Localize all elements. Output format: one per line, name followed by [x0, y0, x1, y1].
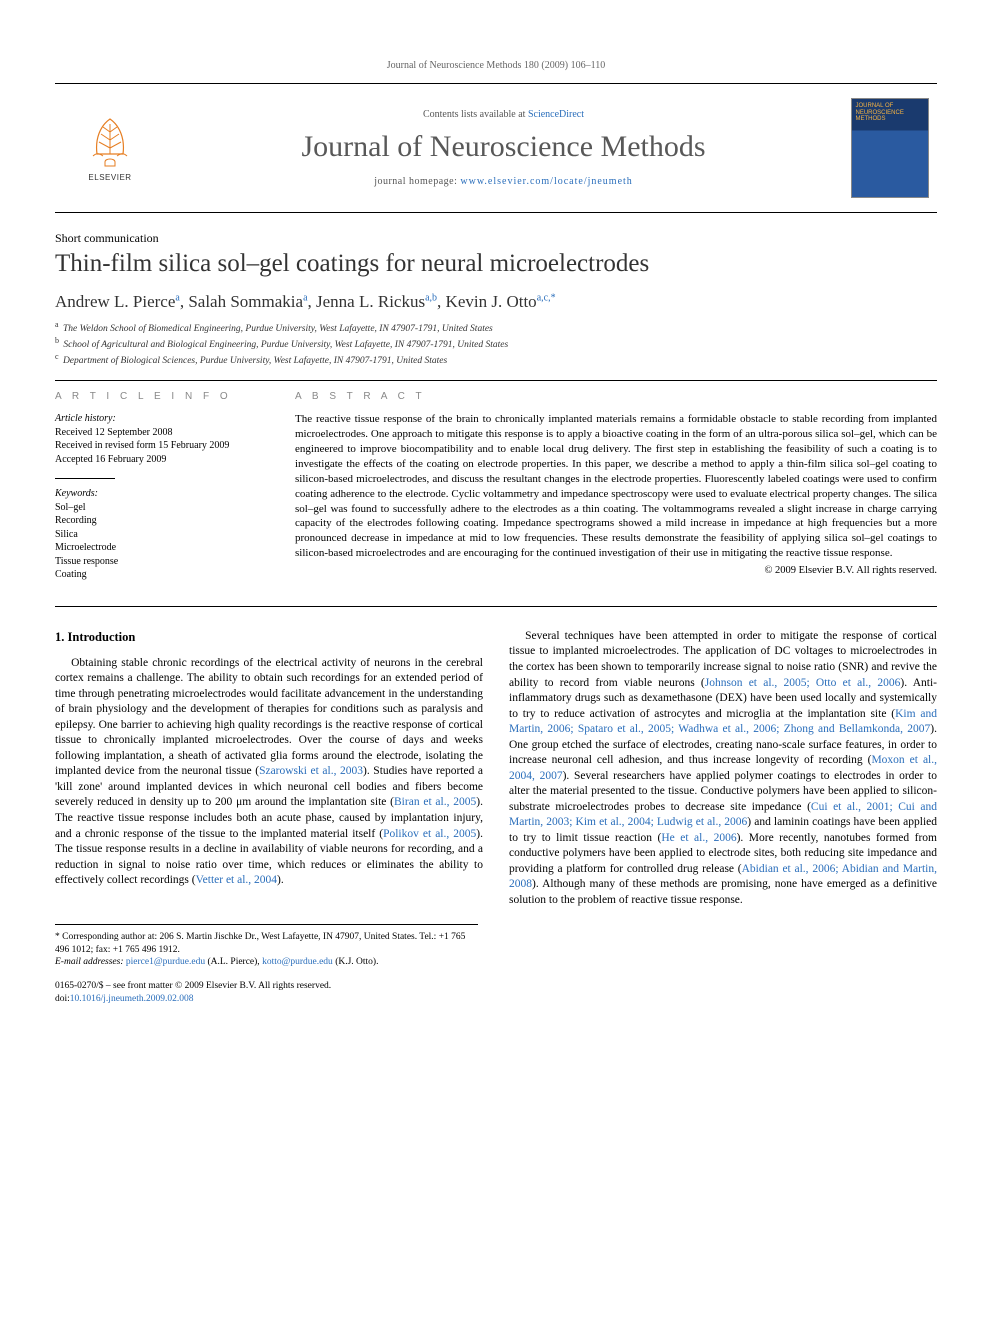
- homepage-line: journal homepage: www.elsevier.com/locat…: [374, 176, 633, 187]
- body-text: 1. Introduction Obtaining stable chronic…: [55, 629, 937, 908]
- sciencedirect-link[interactable]: ScienceDirect: [528, 109, 584, 120]
- keyword: Tissue response: [55, 555, 265, 569]
- keyword: Microelectrode: [55, 541, 265, 555]
- article-history: Article history: Received 12 September 2…: [55, 412, 265, 466]
- rule-below-abstract: [55, 606, 937, 607]
- corresponding-author: * Corresponding author at: 206 S. Martin…: [55, 931, 478, 956]
- journal-header: ELSEVIER Contents lists available at Sci…: [55, 83, 937, 213]
- cite-polikov[interactable]: Polikov et al., 2005: [383, 828, 476, 840]
- publisher-cell: ELSEVIER: [55, 84, 165, 212]
- keyword: Coating: [55, 568, 265, 582]
- cite-he[interactable]: He et al., 2006: [661, 832, 736, 844]
- article-title: Thin-film silica sol–gel coatings for ne…: [55, 250, 937, 278]
- keywords-label: Keywords:: [55, 487, 265, 501]
- contents-prefix: Contents lists available at: [423, 109, 528, 120]
- email-pierce[interactable]: pierce1@purdue.edu: [126, 957, 205, 967]
- abstract-col: A B S T R A C T The reactive tissue resp…: [295, 391, 937, 594]
- footnote-block: * Corresponding author at: 206 S. Martin…: [55, 924, 478, 968]
- keywords-rule: [55, 478, 115, 479]
- cite-vetter[interactable]: Vetter et al., 2004: [196, 874, 277, 886]
- cover-thumb: JOURNAL OF NEUROSCIENCE METHODS: [851, 98, 929, 198]
- abstract-head: A B S T R A C T: [295, 391, 937, 402]
- keyword: Silica: [55, 528, 265, 542]
- abstract-text: The reactive tissue response of the brai…: [295, 412, 937, 560]
- history-accepted: Accepted 16 February 2009: [55, 453, 265, 467]
- journal-name: Journal of Neuroscience Methods: [301, 130, 705, 164]
- contents-line: Contents lists available at ScienceDirec…: [423, 109, 584, 120]
- rule-above-abstract: [55, 380, 937, 381]
- email-otto[interactable]: kotto@purdue.edu: [262, 957, 333, 967]
- affiliation: b School of Agricultural and Biological …: [55, 336, 937, 350]
- affiliation: a The Weldon School of Biomedical Engine…: [55, 320, 937, 334]
- keyword: Sol–gel: [55, 501, 265, 515]
- keyword: Recording: [55, 514, 265, 528]
- cite-johnson-otto[interactable]: Johnson et al., 2005; Otto et al., 2006: [705, 677, 901, 689]
- keywords-block: Keywords: Sol–gelRecordingSilicaMicroele…: [55, 487, 265, 582]
- doi-line: doi:10.1016/j.jneumeth.2009.02.008: [55, 993, 937, 1005]
- email-addresses: E-mail addresses: pierce1@purdue.edu (A.…: [55, 956, 478, 968]
- cite-szarowski[interactable]: Szarowski et al., 2003: [259, 765, 363, 777]
- article-info-head: A R T I C L E I N F O: [55, 391, 265, 402]
- cover-cell: JOURNAL OF NEUROSCIENCE METHODS: [842, 84, 937, 212]
- publisher-name: ELSEVIER: [88, 173, 131, 182]
- history-revised: Received in revised form 15 February 200…: [55, 439, 265, 453]
- running-head: Journal of Neuroscience Methods 180 (200…: [55, 60, 937, 71]
- history-received: Received 12 September 2008: [55, 426, 265, 440]
- homepage-prefix: journal homepage:: [374, 176, 460, 187]
- authors: Andrew L. Piercea, Salah Sommakiaa, Jenn…: [55, 292, 937, 312]
- intro-para-2: Several techniques have been attempted i…: [509, 629, 937, 908]
- elsevier-logo: ELSEVIER: [74, 106, 146, 191]
- article-info-col: A R T I C L E I N F O Article history: R…: [55, 391, 265, 594]
- article-type: Short communication: [55, 231, 937, 246]
- front-matter-line: 0165-0270/$ – see front matter © 2009 El…: [55, 980, 937, 1005]
- affiliation: c Department of Biological Sciences, Pur…: [55, 352, 937, 366]
- section-1-head: 1. Introduction: [55, 629, 483, 646]
- history-label: Article history:: [55, 412, 265, 426]
- header-center: Contents lists available at ScienceDirec…: [165, 84, 842, 212]
- intro-para-1: Obtaining stable chronic recordings of t…: [55, 656, 483, 889]
- front-matter: 0165-0270/$ – see front matter © 2009 El…: [55, 980, 937, 992]
- elsevier-tree-icon: [85, 114, 135, 169]
- copyright: © 2009 Elsevier B.V. All rights reserved…: [295, 565, 937, 576]
- doi-link[interactable]: 10.1016/j.jneumeth.2009.02.008: [70, 994, 194, 1004]
- cite-biran[interactable]: Biran et al., 2005: [394, 796, 476, 808]
- cover-title: JOURNAL OF NEUROSCIENCE METHODS: [856, 103, 924, 123]
- homepage-url[interactable]: www.elsevier.com/locate/jneumeth: [460, 176, 632, 187]
